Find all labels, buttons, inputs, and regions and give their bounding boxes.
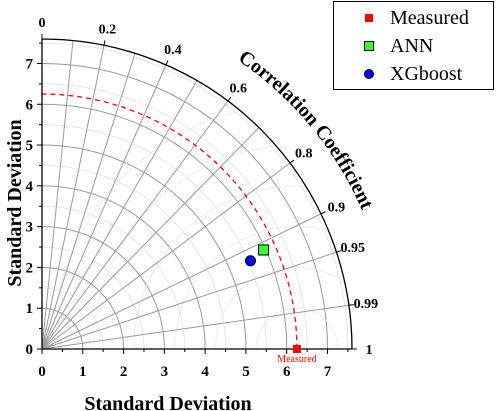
- correlation-tick-label: 1: [366, 343, 373, 358]
- rms-arc: [174, 226, 327, 350]
- x-tick-label: 0: [38, 364, 46, 380]
- correlation-radial-line: [41, 80, 198, 350]
- y-tick-label: 0: [26, 342, 34, 358]
- reference-std-arc: [41, 93, 298, 350]
- y-tick-label: 1: [26, 301, 34, 317]
- correlation-tick-label: 0.6: [230, 81, 248, 96]
- x-tick-label: 6: [283, 364, 291, 380]
- correlation-radial-line: [41, 40, 74, 350]
- rms-arc: [92, 145, 276, 350]
- x-tick-label: 7: [324, 364, 332, 380]
- correlation-tick-mark: [165, 60, 169, 66]
- rms-arc: [215, 267, 346, 350]
- correlation-tick-mark: [227, 96, 232, 102]
- std-arc-minor: [41, 205, 186, 350]
- std-arc-minor: [41, 124, 267, 350]
- y-axis-title: Standard Deviation: [4, 119, 26, 286]
- legend-item-measured: Measured: [334, 6, 493, 32]
- std-arc-minor: [41, 165, 226, 350]
- std-arc-minor: [41, 246, 145, 350]
- legend-marker-xgboost: [364, 69, 374, 79]
- std-arc-minor: [41, 287, 104, 350]
- correlation-radial-line: [41, 127, 260, 350]
- x-axis-title: Standard Deviation: [84, 393, 251, 411]
- legend-marker-ann: [364, 41, 374, 51]
- correlation-radial-line: [41, 64, 167, 350]
- correlation-tick-mark: [289, 159, 295, 164]
- std-arc-major: [41, 226, 165, 350]
- rms-arc: [255, 307, 339, 350]
- point-layer: [244, 244, 301, 353]
- correlation-radial-line: [41, 100, 229, 350]
- correlation-tick-mark: [103, 40, 106, 46]
- rms-arc: [133, 185, 306, 350]
- y-tick-label: 3: [26, 220, 34, 236]
- grid-layer: [41, 40, 349, 350]
- x-tick-label: 3: [161, 364, 169, 380]
- legend-label-measured: Measured: [390, 7, 469, 29]
- correlation-radial-line: [41, 304, 349, 350]
- y-tick-label: 2: [26, 260, 34, 276]
- legend-marker-measured: [365, 14, 373, 22]
- correlation-tick-label: 0.99: [354, 297, 379, 312]
- reference-marker: [292, 345, 301, 353]
- correlation-radial-line: [41, 162, 291, 350]
- x-tick-label: 4: [201, 364, 209, 380]
- legend-item-ann: ANN: [334, 34, 493, 60]
- rms-arc: [51, 111, 238, 350]
- y-tick-label: 7: [26, 56, 34, 72]
- correlation-tick-label: 0.2: [99, 22, 117, 37]
- std-arc-major: [41, 62, 329, 350]
- reference-label: Measured: [277, 354, 316, 365]
- correlation-tick-mark: [348, 304, 354, 306]
- x-tick-label: 5: [242, 364, 250, 380]
- correlation-tick-label: 0.95: [341, 241, 366, 256]
- y-tick-label: 4: [26, 179, 34, 195]
- y-tick-label: 5: [26, 138, 34, 154]
- correlation-radial-line: [41, 213, 322, 350]
- legend-item-xgboost: XGboost: [334, 62, 493, 88]
- point-xgboost: [244, 255, 256, 267]
- std-arc-major: [41, 185, 206, 350]
- x-tick-label: 2: [120, 364, 128, 380]
- std-arc-minor: [41, 42, 349, 350]
- legend: Measured ANN XGboost: [333, 1, 494, 90]
- correlation-radial-line: [41, 251, 337, 350]
- correlation-tick-mark: [336, 250, 342, 253]
- correlation-tick-mark: [320, 211, 326, 215]
- legend-label-ann: ANN: [390, 35, 434, 57]
- std-arc-minor: [41, 83, 308, 350]
- correlation-tick-label: 0.4: [164, 43, 182, 58]
- correlation-tick-label: 0: [39, 16, 46, 31]
- axis-layer: [37, 34, 357, 354]
- x-tick-label: 1: [79, 364, 87, 380]
- correlation-radial-line: [41, 53, 136, 350]
- legend-label-xgboost: XGboost: [390, 63, 463, 85]
- outer-arc: [41, 38, 353, 350]
- point-ann: [258, 244, 270, 256]
- correlation-tick-label: 0.9: [328, 200, 346, 215]
- correlation-radial-line: [41, 45, 105, 350]
- correlation-tick-label: 0.8: [295, 147, 313, 162]
- std-arc-major: [41, 144, 247, 350]
- y-tick-label: 6: [26, 97, 34, 113]
- std-arc-major: [41, 103, 288, 350]
